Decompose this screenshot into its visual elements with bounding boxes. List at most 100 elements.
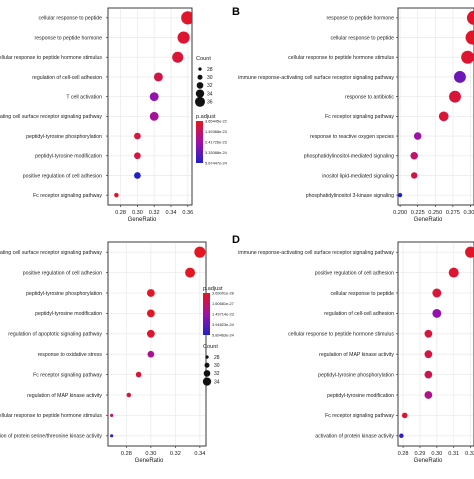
category-label: peptidyl-tyrosine modification [35,154,102,160]
data-point [413,132,422,140]
data-point [410,152,418,160]
data-point [424,329,433,338]
data-point [424,391,433,399]
category-label: cellular response to peptide [331,35,395,41]
category-label: Fc receptor signaling pathway [325,114,394,120]
category-label: cellular response to peptide [39,16,103,22]
category-label: activating cell surface receptor signali… [0,114,102,120]
data-point [438,111,449,122]
padjust-legend-label: 3.33088e-24 [205,150,228,155]
padjust-colorbar [203,293,210,335]
data-point [146,289,155,297]
category-label: regulation of cell-cell adhesion [32,75,102,81]
plot-area [107,7,193,206]
category-label: response to reactive oxygen species [310,134,394,140]
data-point [424,370,433,379]
plot-frame [397,7,474,206]
count-legend-label: 36 [207,100,213,106]
category-label: Fc receptor signaling pathway [33,193,102,199]
x-tick-label: 0.300 [463,210,474,216]
x-tick-label: 0.28 [121,451,132,457]
category-label: peptidyl-tyrosine modification [327,393,394,399]
x-axis-title: GeneRatio [128,217,157,223]
x-tick-label: 0.36 [182,210,193,216]
data-point [146,309,155,318]
data-point [410,172,418,179]
category-label: regulation of cell-cell adhesion [324,311,394,317]
category-label: cellular response to peptide [331,291,395,297]
count-legend-title: Count [203,344,218,350]
count-legend-dot [197,74,203,80]
dots [110,246,206,438]
data-point [134,152,141,160]
data-point [453,71,466,83]
data-point [149,92,159,102]
category-label: phosphatidylinositol 3-kinase signaling [306,193,394,199]
category-label: activating cell surface receptor signali… [0,250,102,256]
count-legend-label: 30 [214,363,220,369]
padjust-legend-title: p.adjust [203,286,223,292]
category-label: peptidyl-tyrosine phosphorylation [26,291,102,297]
category-label: peptidyl-tyrosine phosphorylation [26,134,102,140]
category-label: response to antibiotic [345,94,394,100]
category-label: regulation of MAP kinase activity [27,393,102,399]
panel-label-d: D [232,234,240,246]
count-legend-label: 34 [214,379,220,385]
plot-area [397,241,474,447]
category-label: positive regulation of cell adhesion [23,270,102,276]
data-point [110,413,114,417]
category-label: peptidyl-tyrosine phosphorylation [318,372,394,378]
count-legend-label: 28 [207,67,213,73]
category-label: phosphatidylinositol-mediated signaling [304,154,394,160]
padjust-legend-label: 1.49368e-23 [205,129,227,134]
count-legend-label: 34 [207,91,213,97]
count-legend-dot [203,370,211,377]
category-label: regulation of MAP kinase activity [319,352,394,358]
data-point [114,192,119,198]
data-point [401,412,408,419]
category-label: immune response-activating cell surface … [238,75,394,81]
data-point [399,433,404,439]
data-point [465,246,474,258]
x-tick-label: 0.200 [393,210,407,216]
x-tick-label: 0.30 [431,451,442,457]
category-label: response to oxidative stress [38,352,103,358]
data-point [126,392,132,398]
count-legend-dot [205,355,209,359]
x-tick-label: 0.34 [194,451,205,457]
data-point [153,72,163,82]
data-point [194,246,206,258]
count-legend-label: 32 [214,371,220,377]
data-point [432,288,442,298]
data-point [181,11,192,25]
dots [399,246,474,439]
dots [398,10,474,198]
x-tick-label: 0.30 [145,451,156,457]
panel-label-b: B [232,6,240,18]
x-tick-label: 0.28 [398,451,409,457]
x-axis-title: GeneRatio [135,458,164,464]
plot-area [397,7,474,206]
x-tick-label: 0.250 [428,210,442,216]
plot-frame [397,241,474,447]
padjust-legend-label: 3.69001e-28 [212,291,234,296]
data-point [110,434,114,438]
data-point [424,350,433,359]
x-tick-label: 0.29 [415,451,426,457]
category-label: peptidyl-tyrosine modification [35,311,102,317]
panel-3: 0.28 0.30 0.32 0.34 GeneRatio activating cell… [0,241,207,464]
category-label: cellular response to peptide hormone sti… [0,413,102,419]
count-legend-dot [204,362,210,368]
panel-4: 0.28 0.29 0.30 0.31 0.32 GeneRatio immune resp… [238,241,474,464]
category-label: positive regulation of cell adhesion [23,173,102,179]
category-label: Fc receptor signaling pathway [33,372,102,378]
data-point [466,10,474,25]
category-label: immune response-activating cell surface … [238,250,394,256]
count-legend-label: 28 [214,355,220,361]
category-label: activation of protein kinase activity [315,434,394,440]
panel-1: 0.28 0.30 0.32 0.34 0.36 GeneRatio cellular re… [0,7,193,223]
category-label: cellular response to peptide hormone sti… [288,332,394,338]
